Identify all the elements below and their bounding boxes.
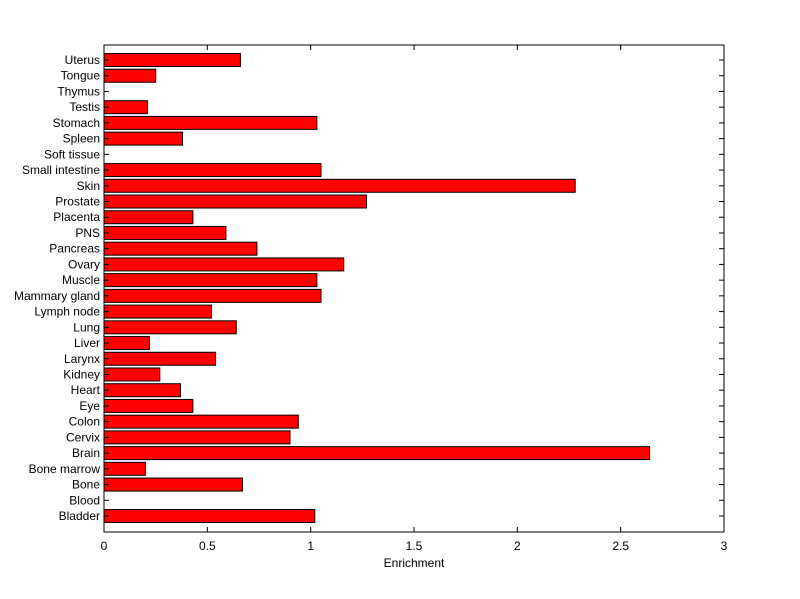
y-tick-label: Liver <box>74 336 100 350</box>
x-tick-label: 1.5 <box>406 539 423 553</box>
y-tick-label: Soft tissue <box>44 147 100 161</box>
bar-cervix <box>103 430 291 445</box>
bar-pancreas <box>103 241 258 256</box>
x-axis-label: Enrichment <box>384 556 445 570</box>
bar-skin <box>103 178 576 193</box>
y-tick-label: Skin <box>77 179 100 193</box>
bar-bone-marrow <box>103 461 146 476</box>
bar-stomach <box>103 115 318 130</box>
y-tick-label: Tongue <box>61 69 101 83</box>
bar-uterus <box>103 53 241 67</box>
bar-brain <box>103 446 651 461</box>
x-tick-label: 0.5 <box>199 539 216 553</box>
x-tick-label: 1 <box>307 539 314 553</box>
bar-pns <box>103 225 227 240</box>
y-tick-label: Small intestine <box>22 163 100 177</box>
y-tick-label: Uterus <box>65 53 100 67</box>
y-tick-label: Heart <box>71 383 101 397</box>
bar-liver <box>103 336 150 351</box>
bar-placenta <box>103 210 194 225</box>
bar-mammary-gland <box>103 288 322 303</box>
y-tick-label: Bladder <box>59 509 100 523</box>
y-tick-label: Placenta <box>53 210 100 224</box>
y-tick-label: Lung <box>73 320 100 334</box>
y-tick-label: Colon <box>69 415 100 429</box>
y-tick-label: Prostate <box>55 195 100 209</box>
y-tick-label: Mammary gland <box>14 289 100 303</box>
y-tick-label: Stomach <box>53 116 100 130</box>
y-tick-label: Eye <box>79 399 100 413</box>
y-tick-label: Blood <box>69 493 100 507</box>
bar-kidney <box>103 367 161 382</box>
y-tick-label: Muscle <box>62 273 100 287</box>
y-tick-label: Larynx <box>64 352 100 366</box>
bar-prostate <box>103 194 367 209</box>
bar-bladder <box>103 509 316 523</box>
bar-eye <box>103 398 194 413</box>
bar-testis <box>103 100 148 115</box>
y-tick-label: Spleen <box>63 132 100 146</box>
y-tick-label: Ovary <box>68 257 100 271</box>
y-tick-label: Cervix <box>66 430 100 444</box>
bar-ovary <box>103 257 345 272</box>
bar-lymph-node <box>103 304 212 319</box>
y-tick-label: PNS <box>75 226 100 240</box>
y-tick-label: Kidney <box>63 367 100 381</box>
y-tick-label: Pancreas <box>49 242 100 256</box>
bar-lung <box>103 320 237 335</box>
x-tick-label: 2.5 <box>612 539 629 553</box>
y-tick-label: Bone <box>72 478 100 492</box>
bar-small-intestine <box>103 163 322 178</box>
y-tick-label: Bone marrow <box>29 462 101 476</box>
y-tick-label: Brain <box>72 446 100 460</box>
bar-heart <box>103 383 181 398</box>
bar-muscle <box>103 273 318 288</box>
y-tick-label: Thymus <box>57 84 100 98</box>
y-tick-label: Lymph node <box>34 305 100 319</box>
bar-tongue <box>103 68 157 83</box>
bar-spleen <box>103 131 184 146</box>
bar-larynx <box>103 351 217 366</box>
bar-bone <box>103 477 243 492</box>
bar-colon <box>103 414 299 429</box>
x-tick-label: 2 <box>514 539 521 553</box>
x-tick-label: 0 <box>101 539 108 553</box>
y-tick-label: Testis <box>69 100 100 114</box>
x-tick-label: 3 <box>721 539 728 553</box>
